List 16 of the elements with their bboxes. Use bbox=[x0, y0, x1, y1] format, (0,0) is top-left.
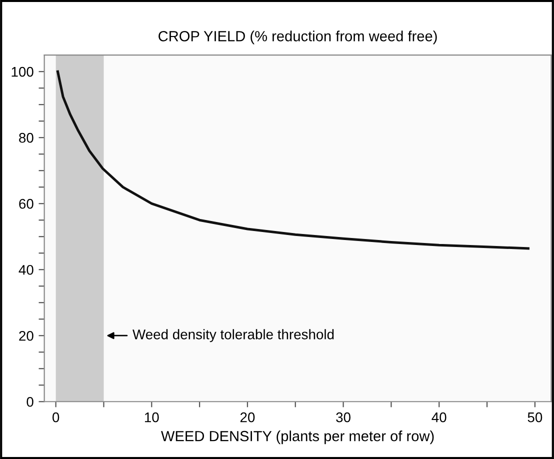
annotation: Weed density tolerable threshold bbox=[132, 329, 334, 342]
y-tick-label: 40 bbox=[18, 264, 34, 275]
y-tick-label: 100 bbox=[12, 66, 34, 77]
line-series bbox=[56, 70, 530, 250]
x-tick-label: 10 bbox=[144, 412, 159, 422]
chart-title: CROP YIELD (% reduction from weed free) bbox=[158, 30, 437, 44]
x-tick-label: 30 bbox=[336, 412, 350, 422]
y-tick-label: 60 bbox=[19, 198, 34, 209]
x-tick-label: 0 bbox=[52, 412, 60, 422]
y-tick-label: 20 bbox=[19, 330, 34, 341]
x-tick-label: 40 bbox=[432, 412, 446, 422]
x-tick-label: 20 bbox=[240, 412, 255, 422]
x-tick-label: 50 bbox=[528, 412, 542, 422]
x-axis-title: WEED DENSITY (plants per meter of row) bbox=[161, 430, 434, 444]
y-tick-label: 80 bbox=[19, 132, 34, 143]
y-tick-label: 0 bbox=[26, 396, 34, 407]
